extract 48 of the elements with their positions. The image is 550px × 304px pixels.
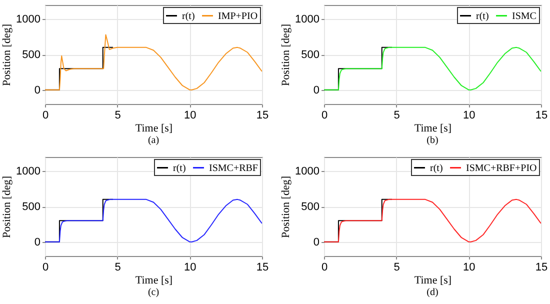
x-axis-title: Time [s] bbox=[135, 274, 173, 286]
y-axis-title: Position [deg] bbox=[280, 24, 292, 86]
y-tick-label: 0 bbox=[34, 84, 40, 96]
y-tick-label: 500 bbox=[301, 49, 320, 61]
text: (a) bbox=[148, 135, 160, 146]
y-axis-title: Position [deg] bbox=[1, 24, 14, 86]
x-axis-title: Time [s] bbox=[414, 122, 452, 134]
y-tick-label: 1000 bbox=[295, 14, 320, 26]
x-tick-label: 15 bbox=[256, 262, 269, 274]
x-axis-title: Time [s] bbox=[135, 122, 173, 134]
legend-label: ISMC+RBF bbox=[209, 162, 258, 174]
x-tick-label: 0 bbox=[321, 262, 328, 274]
x-tick-label: 5 bbox=[114, 110, 121, 122]
x-tick-label: 0 bbox=[321, 110, 328, 122]
x-axis-title: Time [s] bbox=[414, 274, 452, 286]
legend-label: ISMC+RBF+PIO bbox=[466, 162, 537, 174]
y-tick-label: 1000 bbox=[295, 166, 320, 178]
x-tick-label: 15 bbox=[256, 110, 269, 122]
x-tick-label: 5 bbox=[394, 110, 400, 122]
x-tick-label: 5 bbox=[114, 262, 121, 274]
legend-label: r(t) bbox=[182, 10, 195, 22]
x-tick-label: 15 bbox=[535, 262, 548, 274]
legend-label: ISMC bbox=[512, 10, 537, 22]
y-tick-label: 500 bbox=[22, 49, 40, 61]
legend-label: r(t) bbox=[430, 162, 443, 174]
y-tick-label: 1000 bbox=[16, 166, 40, 178]
text: (b) bbox=[426, 135, 438, 146]
x-tick-label: 10 bbox=[184, 110, 196, 122]
text: (c) bbox=[148, 287, 160, 298]
text: (d) bbox=[426, 287, 438, 298]
y-tick-label: 1000 bbox=[16, 14, 40, 26]
y-tick-label: 0 bbox=[313, 236, 320, 248]
y-axis-title: Position [deg] bbox=[280, 176, 292, 238]
x-tick-label: 15 bbox=[535, 110, 548, 122]
x-tick-label: 0 bbox=[42, 110, 49, 122]
x-tick-label: 0 bbox=[42, 262, 49, 274]
y-tick-label: 500 bbox=[22, 201, 40, 213]
y-tick-label: 0 bbox=[34, 236, 40, 248]
y-tick-label: 0 bbox=[313, 84, 320, 96]
legend-label: r(t) bbox=[173, 162, 186, 174]
x-tick-label: 5 bbox=[394, 262, 400, 274]
x-tick-label: 10 bbox=[463, 262, 476, 274]
legend-label: IMP+PIO bbox=[218, 10, 258, 22]
x-tick-label: 10 bbox=[463, 110, 476, 122]
legend-label: r(t) bbox=[476, 10, 489, 22]
y-axis-title: Position [deg] bbox=[1, 176, 14, 238]
x-tick-label: 10 bbox=[184, 262, 196, 274]
y-tick-label: 500 bbox=[301, 201, 320, 213]
